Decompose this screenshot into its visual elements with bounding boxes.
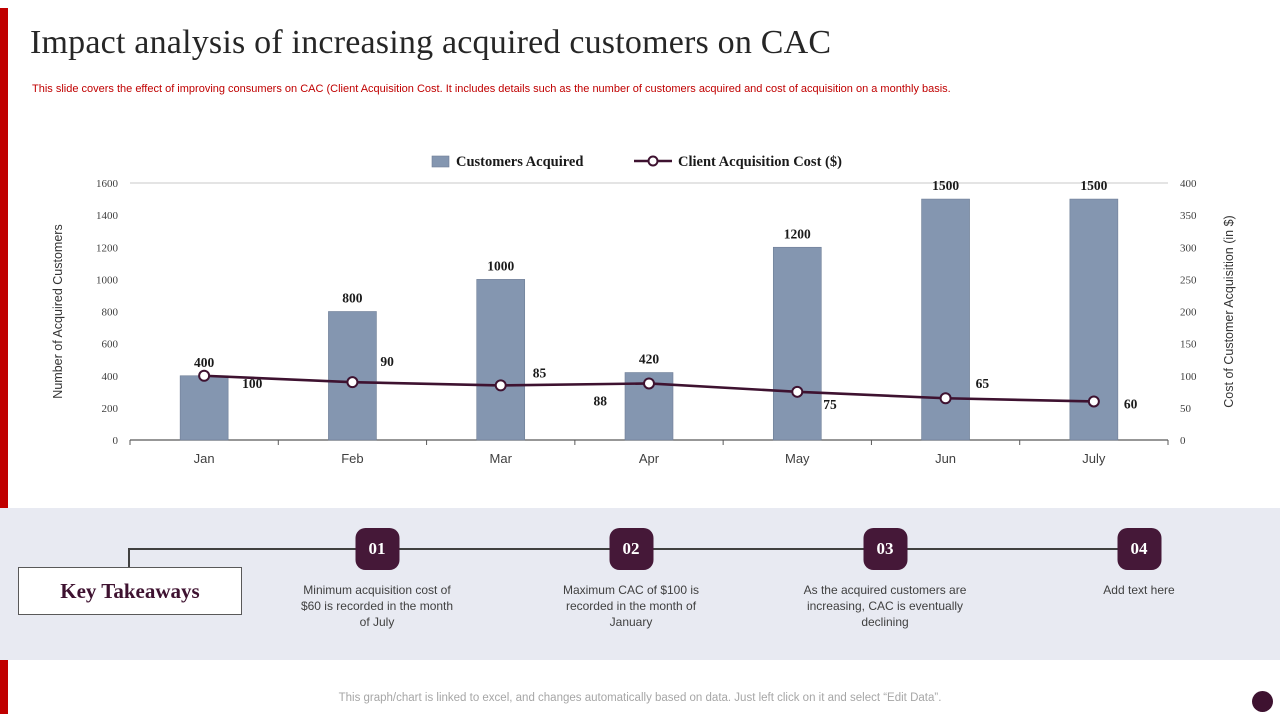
takeaway-number-badge: 03 — [863, 528, 907, 570]
x-axis-label: Jan — [194, 451, 215, 466]
bar-label: 800 — [342, 291, 363, 306]
takeaway-item-4: 04 Add text here — [1057, 528, 1222, 599]
right-axis-tick: 50 — [1180, 403, 1192, 415]
legend-line-label: Client Acquisition Cost ($) — [678, 154, 842, 170]
footer-note: This graph/chart is linked to excel, and… — [338, 692, 942, 704]
cac-point-Feb — [346, 376, 359, 389]
legend-line-marker — [647, 155, 659, 167]
cac-point-Apr — [643, 377, 655, 390]
bar-label: 1000 — [487, 258, 514, 273]
right-axis-tick: 400 — [1180, 178, 1197, 190]
takeaway-text: Minimum acquisition cost of $60 is recor… — [300, 583, 454, 629]
line-label: 100 — [242, 376, 263, 391]
bar-label: 420 — [639, 352, 660, 367]
x-axis-label: Jun — [935, 451, 956, 466]
legend-bar-label: Customers Acquired — [456, 154, 583, 170]
right-axis-tick: 0 — [1180, 435, 1186, 447]
bar-label: 1500 — [932, 178, 959, 193]
bar-label: 1200 — [784, 226, 811, 241]
left-axis-tick: 1000 — [96, 274, 119, 286]
takeaway-number-badge: 01 — [355, 528, 399, 570]
key-takeaways-heading: Key Takeaways — [60, 578, 200, 603]
line-label: 60 — [1124, 396, 1138, 411]
bar-May — [772, 246, 822, 441]
left-axis-tick: 1400 — [96, 210, 119, 222]
left-axis-tick: 0 — [113, 435, 119, 447]
right-axis-tick: 150 — [1180, 339, 1197, 351]
takeaway-text: Maximum CAC of $100 is recorded in the m… — [562, 583, 700, 629]
takeaway-number-badge: 02 — [609, 528, 653, 570]
page-title: Impact analysis of increasing acquired c… — [30, 24, 832, 61]
x-axis-label: July — [1082, 451, 1106, 466]
timeline-connector-stub — [128, 548, 130, 569]
takeaway-item-1: 01 Minimum acquisition cost of $60 is re… — [295, 528, 460, 630]
corner-dot — [1252, 691, 1273, 712]
right-axis-tick: 100 — [1180, 371, 1197, 383]
x-axis-label: Feb — [341, 451, 363, 466]
accent-strip — [0, 8, 8, 714]
x-axis-label: Apr — [639, 451, 660, 466]
takeaway-text: As the acquired customers are increasing… — [803, 583, 967, 629]
line-label: 85 — [533, 365, 547, 380]
cac-point-Mar — [494, 379, 507, 392]
takeaway-item-2: 02 Maximum CAC of $100 is recorded in th… — [549, 528, 714, 630]
x-axis-label: May — [785, 451, 810, 466]
right-axis-tick: 300 — [1180, 242, 1197, 254]
bar-label: 1500 — [1080, 178, 1107, 193]
left-axis-tick: 1600 — [96, 178, 119, 190]
cac-point-Jun — [939, 392, 952, 405]
left-axis-title: Number of Acquired Customers — [51, 224, 65, 398]
takeaway-item-3: 03 As the acquired customers are increas… — [803, 528, 968, 630]
cac-point-Jan — [198, 369, 211, 382]
line-label: 88 — [594, 393, 608, 408]
legend-bar-swatch — [431, 155, 450, 168]
left-axis-tick: 400 — [102, 371, 119, 383]
cac-combo-chart[interactable]: 0 200 400 600 800 1000 1200 1400 1600 0 50 100 150 20… — [0, 145, 1280, 480]
takeaway-number-badge: 04 — [1117, 528, 1161, 570]
line-label: 75 — [823, 397, 837, 412]
line-label: 90 — [380, 354, 394, 369]
right-axis-tick: 250 — [1180, 274, 1197, 286]
page-subtitle: This slide covers the effect of improvin… — [32, 83, 951, 95]
cac-point-July — [1087, 395, 1100, 408]
bar-Mar — [476, 279, 526, 441]
x-axis-label: Mar — [490, 451, 513, 466]
right-axis-tick: 200 — [1180, 307, 1197, 319]
cac-point-May — [791, 385, 804, 398]
bar-Feb — [328, 311, 377, 441]
left-axis-tick: 200 — [102, 403, 119, 415]
bar-Jan — [179, 375, 229, 441]
left-axis-tick: 600 — [102, 339, 119, 351]
key-takeaways-box: Key Takeaways — [18, 567, 242, 615]
left-axis-tick: 800 — [102, 307, 119, 319]
bar-label: 400 — [194, 355, 215, 370]
takeaway-text[interactable]: Add text here — [1103, 583, 1175, 597]
right-axis-title: Cost of Customer Acquisition (in $) — [1222, 215, 1236, 407]
left-axis-tick: 1200 — [96, 242, 119, 254]
right-axis-tick: 350 — [1180, 210, 1197, 222]
line-label: 65 — [976, 376, 990, 391]
